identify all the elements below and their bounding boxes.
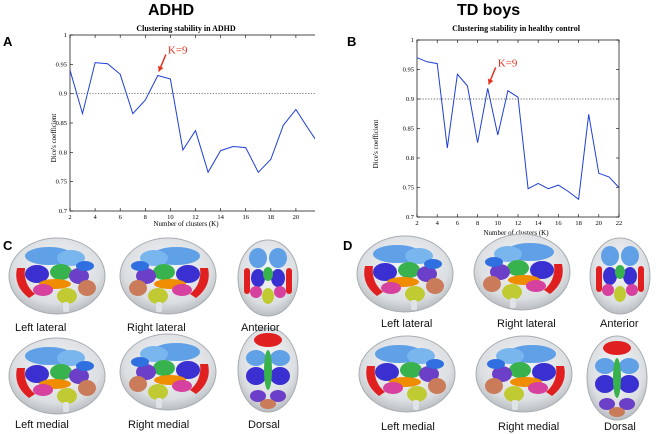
chart-a-xtick-label: 16 — [242, 214, 249, 221]
brain-left-medial-adhd — [8, 337, 106, 415]
label-right-lateral-td: Right lateral — [497, 318, 556, 330]
chart-a-ytick-label: 0.85 — [56, 120, 67, 127]
chart-b-series-line — [416, 57, 620, 201]
brain-anterior-td — [589, 237, 651, 315]
chart-a-ylabel: Dice's coefficient — [50, 114, 58, 163]
panel-label-c: C — [3, 238, 13, 253]
chart-a-series-line — [69, 62, 315, 174]
chart-b-ytick-label: 0.9 — [406, 96, 414, 103]
chart-a-ytick-label: 0.7 — [59, 208, 68, 215]
chart-b-xtick-label: 18 — [575, 220, 582, 227]
chart-b-ytick-label: 0.95 — [403, 67, 414, 74]
chart-b-plot-frame — [416, 39, 620, 218]
chart-b-ytick-label: 1 — [411, 37, 414, 44]
heading-adhd: ADHD — [148, 2, 195, 19]
chart-a-xtick-label: 12 — [192, 214, 199, 221]
chart-a-ytick-label: 0.8 — [59, 149, 67, 156]
chart-a-ytick-label: 0.9 — [59, 91, 67, 98]
chart-a-xtick-label: 20 — [293, 214, 300, 221]
chart-b-ytick-label: 0.85 — [403, 126, 414, 133]
chart-b-xtick-label: 4 — [436, 220, 440, 227]
chart-a-xtick-label: 8 — [144, 214, 147, 221]
chart-b-annotation-label: K=9 — [498, 57, 518, 69]
chart-b-title: Clustering stability in healthy control — [452, 24, 581, 33]
chart-a-annotation-arrow-head — [158, 65, 164, 72]
chart-b-xtick-label: 14 — [535, 220, 542, 227]
label-left-medial-td: Left medial — [381, 421, 435, 433]
chart-a-xtick-label: 14 — [217, 214, 224, 221]
label-left-lateral-td: Left lateral — [381, 318, 433, 330]
chart-b-xtick-label: 22 — [616, 220, 623, 227]
chart-b-xtick-label: 20 — [596, 220, 603, 227]
chart-b-xlabel: Number of clusters (K) — [483, 229, 549, 237]
brain-right-medial-adhd — [119, 333, 217, 411]
chart-a-ytick-label: 1 — [64, 32, 67, 39]
chart-a-xlabel: Number of clusters (K) — [153, 220, 219, 228]
brain-left-lateral-adhd — [8, 237, 106, 315]
chart-b-control-stability: Clustering stability in healthy control … — [372, 24, 623, 237]
chart-b-xtick-label: 8 — [476, 220, 479, 227]
panel-label-a: A — [3, 34, 13, 49]
brain-dorsal-adhd — [237, 327, 299, 413]
heading-td-boys: TD boys — [457, 2, 521, 19]
label-right-medial-adhd: Right medial — [128, 419, 190, 431]
chart-a-xtick-label: 18 — [268, 214, 275, 221]
label-dorsal-adhd: Dorsal — [248, 419, 280, 431]
chart-b-ytick-label: 0.75 — [403, 185, 414, 192]
brain-right-lateral-adhd — [119, 237, 217, 315]
chart-b-ylabel: Dice's coefficient — [372, 120, 380, 169]
brain-dorsal-td — [586, 335, 648, 421]
brain-right-lateral-td — [473, 233, 571, 311]
chart-a-xtick-label: 2 — [68, 214, 71, 221]
brain-right-medial-td — [475, 335, 573, 413]
label-right-lateral-adhd: Right lateral — [127, 322, 186, 334]
panel-label-b: B — [347, 34, 357, 49]
chart-b-xtick-label: 12 — [515, 220, 522, 227]
brain-anterior-adhd — [237, 239, 299, 317]
label-anterior-td: Anterior — [600, 318, 639, 330]
chart-b-xtick-label: 2 — [415, 220, 418, 227]
label-anterior-adhd: Anterior — [241, 322, 280, 334]
chart-b-xtick-label: 6 — [456, 220, 460, 227]
label-right-medial-td: Right medial — [498, 421, 560, 433]
brain-left-lateral-td — [356, 235, 454, 313]
chart-a-plot-frame — [69, 34, 315, 212]
label-dorsal-td: Dorsal — [604, 421, 636, 433]
label-left-medial-adhd: Left medial — [15, 419, 69, 431]
brain-left-medial-td — [358, 335, 456, 413]
chart-a-xtick-label: 4 — [93, 214, 97, 221]
chart-b-annotation-arrow-head — [487, 78, 494, 85]
chart-a-ytick-label: 0.95 — [56, 61, 67, 68]
chart-b-ytick-label: 0.8 — [406, 155, 414, 162]
chart-b-xtick-label: 16 — [555, 220, 562, 227]
chart-a-xtick-label: 6 — [119, 214, 123, 221]
chart-a-annotation-label: K=9 — [168, 44, 188, 56]
chart-b-xtick-label: 10 — [495, 220, 502, 227]
chart-a-xtick-label: 10 — [167, 214, 174, 221]
chart-a-adhd-stability: Clustering stability in ADHD Dice's coef… — [50, 24, 315, 228]
panel-label-d: D — [343, 238, 353, 253]
chart-a-title: Clustering stability in ADHD — [136, 24, 236, 33]
label-left-lateral-adhd: Left lateral — [15, 322, 67, 334]
chart-b-ytick-label: 0.7 — [406, 214, 415, 221]
chart-a-ytick-label: 0.75 — [56, 179, 67, 186]
